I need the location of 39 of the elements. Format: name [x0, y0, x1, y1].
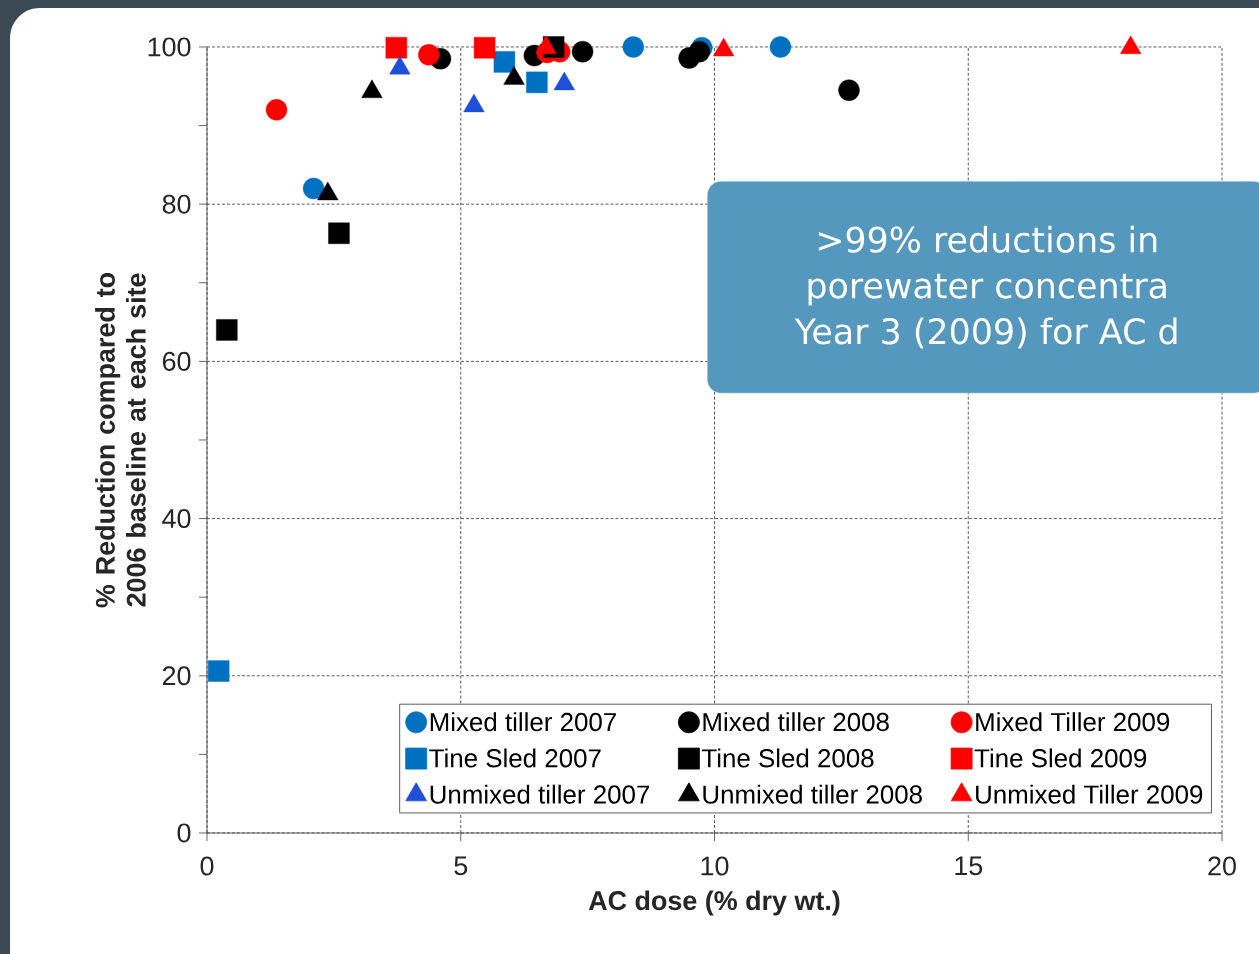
point [328, 222, 350, 244]
y-tick-label: 100 [148, 37, 191, 57]
x-tick-label: 0 [200, 856, 214, 876]
legend-label: Tine Sled 2007 [429, 748, 601, 768]
x-tick-label: 5 [454, 856, 468, 876]
y-tick-label: 80 [162, 194, 191, 214]
y-tick-label: 40 [162, 509, 191, 529]
point [571, 41, 594, 63]
point [493, 51, 516, 73]
y-axis-title: % Reduction compared to 2006 baseline at each site [95, 272, 146, 608]
legend-label: Mixed tiller 2007 [430, 712, 616, 732]
legend-label: Tine Sled 2008 [701, 748, 874, 768]
point [418, 44, 440, 66]
x-axis-title: AC dose (% dry wt.) [588, 890, 840, 916]
legend-label: Mixed Tiller 2009 [976, 712, 1170, 732]
annotation: >99% reductions in [818, 225, 1157, 253]
point [385, 37, 408, 59]
point [526, 71, 548, 94]
point [473, 37, 496, 59]
point [216, 319, 238, 341]
x-tick-label: 10 [701, 856, 729, 876]
legend-label: Unmixed tiller 2008 [703, 784, 922, 804]
legend-label: Tine Sled 2009 [974, 748, 1147, 768]
legend-label: Mixed tiller 2008 [703, 712, 889, 732]
point [265, 99, 288, 121]
y-tick-label: 0 [177, 823, 191, 843]
point [302, 177, 325, 200]
point [838, 79, 860, 101]
x-tick-label: 15 [955, 856, 983, 876]
legend-label: Unmixed Tiller 2009 [976, 784, 1203, 804]
point [622, 36, 645, 58]
y-tick-label: 20 [162, 666, 191, 686]
point [769, 36, 792, 58]
annotation: porewater concentra [808, 273, 1166, 306]
point [207, 660, 230, 682]
x-tick-label: 20 [1208, 856, 1236, 876]
legend-label: Unmixed tiller 2007 [430, 784, 650, 804]
annotation: Year 3 (2009) for AC d [794, 317, 1177, 349]
y-tick-label: 60 [162, 351, 191, 371]
